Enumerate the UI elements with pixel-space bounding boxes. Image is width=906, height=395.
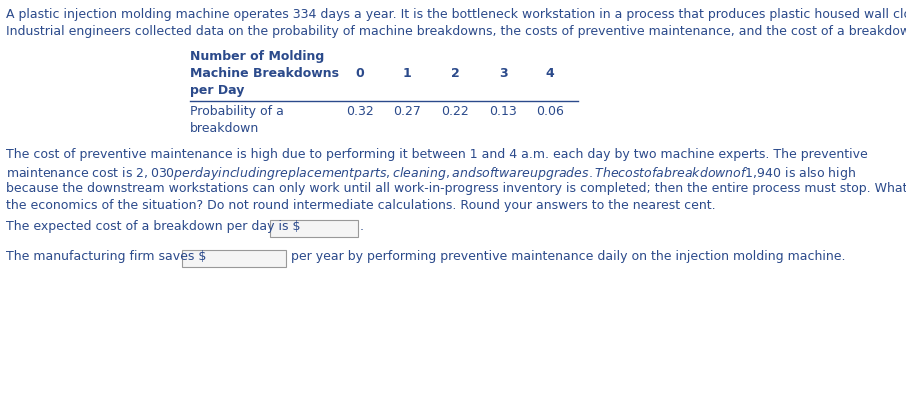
Text: 0: 0 [356,67,364,80]
Text: 4: 4 [545,67,554,80]
Text: .: . [360,220,364,233]
Text: Number of Molding: Number of Molding [190,50,324,63]
Text: The cost of preventive maintenance is high due to performing it between 1 and 4 : The cost of preventive maintenance is hi… [6,148,868,161]
Text: 0.32: 0.32 [346,105,374,118]
Text: 2: 2 [450,67,459,80]
Text: 3: 3 [498,67,507,80]
Text: Machine Breakdowns: Machine Breakdowns [190,67,339,80]
Text: 0.27: 0.27 [393,105,421,118]
Text: because the downstream workstations can only work until all work-in-progress inv: because the downstream workstations can … [6,182,906,195]
Text: 1: 1 [402,67,411,80]
Text: Probability of a: Probability of a [190,105,284,118]
Text: breakdown: breakdown [190,122,259,135]
Text: 0.13: 0.13 [489,105,517,118]
Text: A plastic injection molding machine operates 334 days a year. It is the bottlene: A plastic injection molding machine oper… [6,8,906,21]
Text: 0.22: 0.22 [441,105,469,118]
Text: maintenance cost is $2,030 per day including replacement parts, cleaning, and so: maintenance cost is $2,030 per day inclu… [6,165,856,182]
Text: per year by performing preventive maintenance daily on the injection molding mac: per year by performing preventive mainte… [291,250,845,263]
FancyBboxPatch shape [270,220,358,237]
Text: Industrial engineers collected data on the probability of machine breakdowns, th: Industrial engineers collected data on t… [6,25,906,38]
Text: The expected cost of a breakdown per day is $: The expected cost of a breakdown per day… [6,220,301,233]
FancyBboxPatch shape [182,250,286,267]
Text: The manufacturing firm saves $: The manufacturing firm saves $ [6,250,207,263]
Text: 0.06: 0.06 [536,105,564,118]
Text: the economics of the situation? Do not round intermediate calculations. Round yo: the economics of the situation? Do not r… [6,199,716,212]
Text: per Day: per Day [190,84,245,97]
